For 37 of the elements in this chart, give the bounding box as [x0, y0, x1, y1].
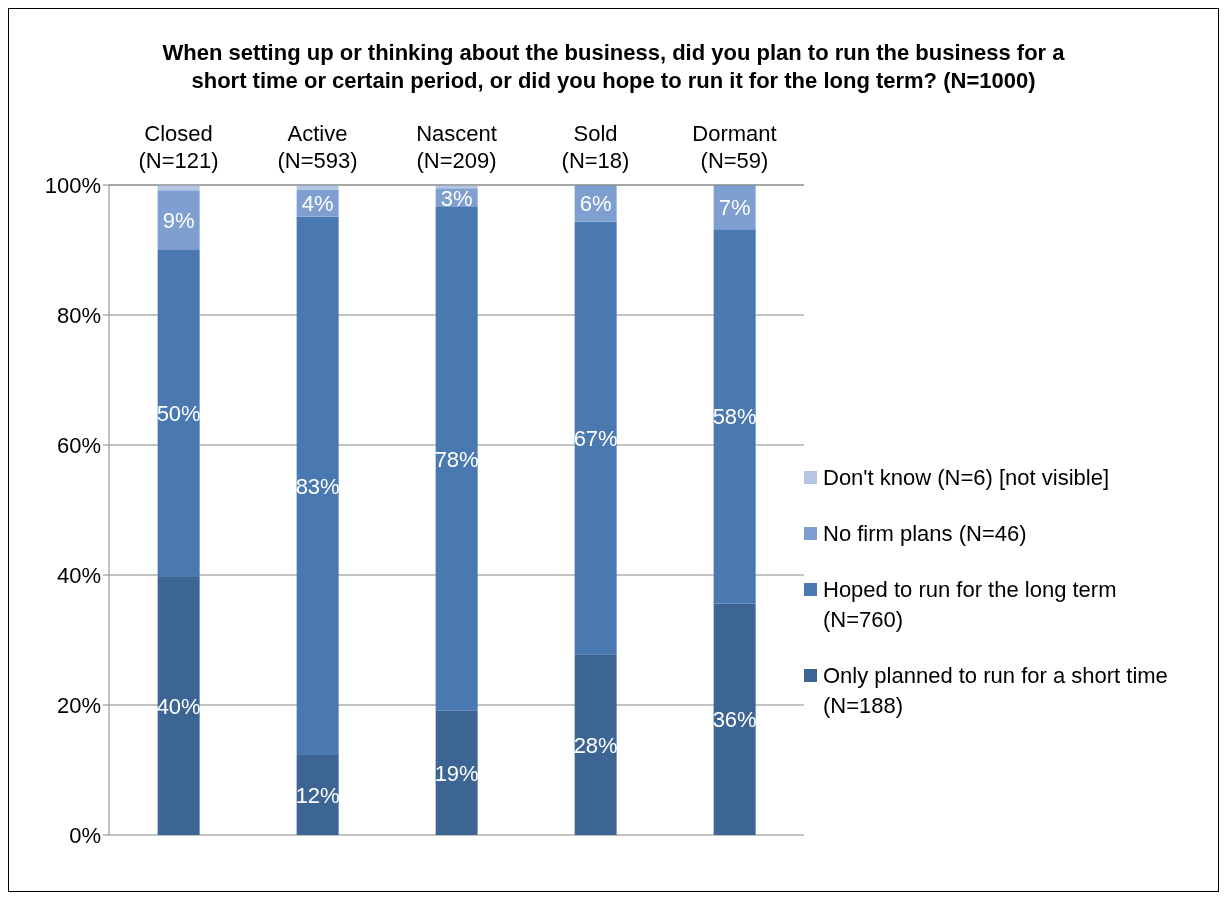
bar	[713, 603, 756, 835]
data-label: 4%	[301, 191, 334, 217]
legend-label: Only planned to run for a short time (N=188)	[823, 662, 1169, 720]
bar	[713, 229, 756, 604]
bar	[574, 221, 617, 655]
data-label: 9%	[162, 207, 195, 233]
bar	[435, 710, 478, 835]
x-tick-label: Closed (N=121)	[138, 121, 219, 173]
bar	[157, 576, 200, 835]
data-label: 40%	[156, 693, 201, 719]
x-tick-label: Active (N=593)	[277, 121, 358, 173]
x-tick-label: Nascent (N=209)	[416, 121, 497, 173]
chart-title: When setting up or thinking about the business, did you plan to run the business for a short time or certain period, or did you hope to run it for the long term? (N=1000)	[161, 39, 1066, 95]
y-tick-label: 60%	[56, 432, 101, 458]
data-label: 19%	[434, 760, 479, 786]
data-label: 6%	[579, 191, 612, 217]
legend-label: Hoped to run for the long term (N=760)	[823, 576, 1118, 634]
data-label: 78%	[434, 446, 479, 472]
bar	[435, 207, 478, 711]
x-tick-label: Sold (N=18)	[561, 121, 630, 173]
y-tick-label: 40%	[56, 562, 101, 588]
bar	[574, 654, 617, 835]
data-label: 12%	[295, 783, 340, 809]
data-label: 3%	[440, 185, 473, 211]
x-tick-label: Dormant (N=59)	[692, 121, 777, 173]
legend-label: Don't know (N=6) [not visible]	[823, 464, 1110, 492]
data-label: 67%	[573, 425, 618, 451]
y-tick-label: 100%	[44, 172, 101, 198]
data-label: 28%	[573, 732, 618, 758]
legend-label: No firm plans (N=46)	[823, 520, 1027, 548]
bar	[157, 249, 200, 577]
data-label: 7%	[718, 195, 751, 221]
y-tick-label: 0%	[69, 822, 101, 848]
y-tick-label: 20%	[56, 692, 101, 718]
y-tick-label: 80%	[56, 302, 101, 328]
bar	[296, 216, 339, 756]
bar	[296, 755, 339, 835]
